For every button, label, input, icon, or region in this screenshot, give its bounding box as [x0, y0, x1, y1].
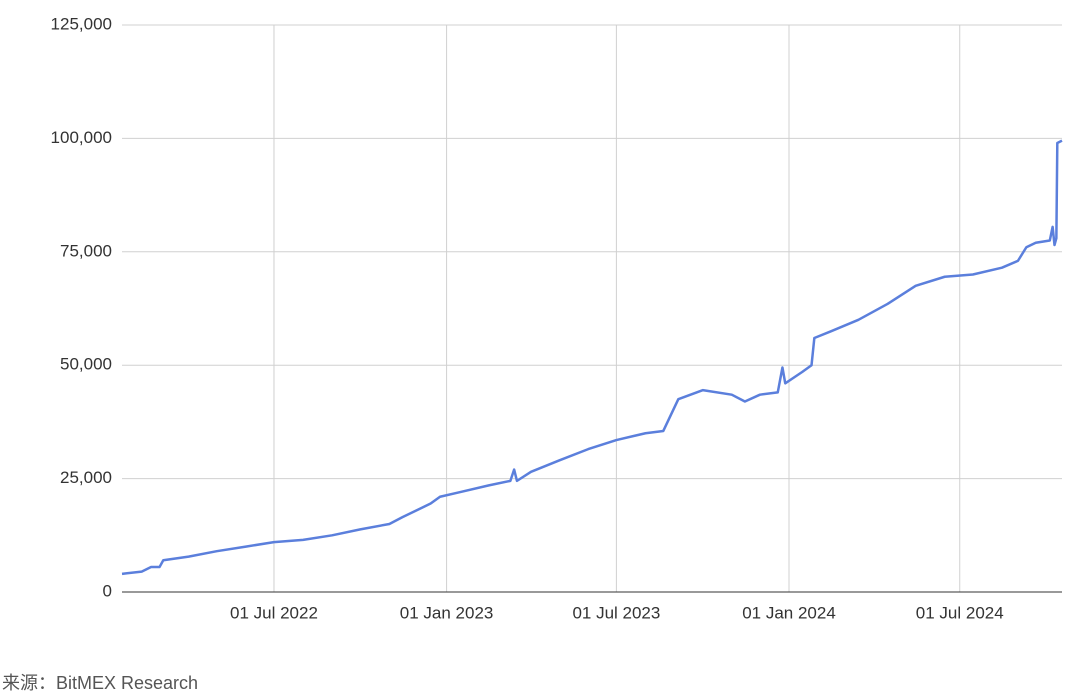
data-line	[121, 139, 1063, 576]
y-tick-label: 125,000	[51, 14, 112, 33]
x-tick-label: 01 Jan 2023	[400, 603, 494, 622]
x-tick-label: 01 Jan 2024	[742, 603, 836, 622]
y-tick-label: 50,000	[60, 355, 112, 374]
x-tick-label: 01 Jul 2023	[572, 603, 660, 622]
y-tick-label: 100,000	[51, 128, 112, 147]
source-note: 来源：BitMEX Research	[2, 673, 198, 693]
y-tick-label: 25,000	[60, 468, 112, 487]
x-tick-label: 01 Jul 2024	[916, 603, 1004, 622]
y-tick-label: 75,000	[60, 241, 112, 260]
y-tick-label: 0	[103, 581, 112, 600]
x-tick-label: 01 Jul 2022	[230, 603, 318, 622]
